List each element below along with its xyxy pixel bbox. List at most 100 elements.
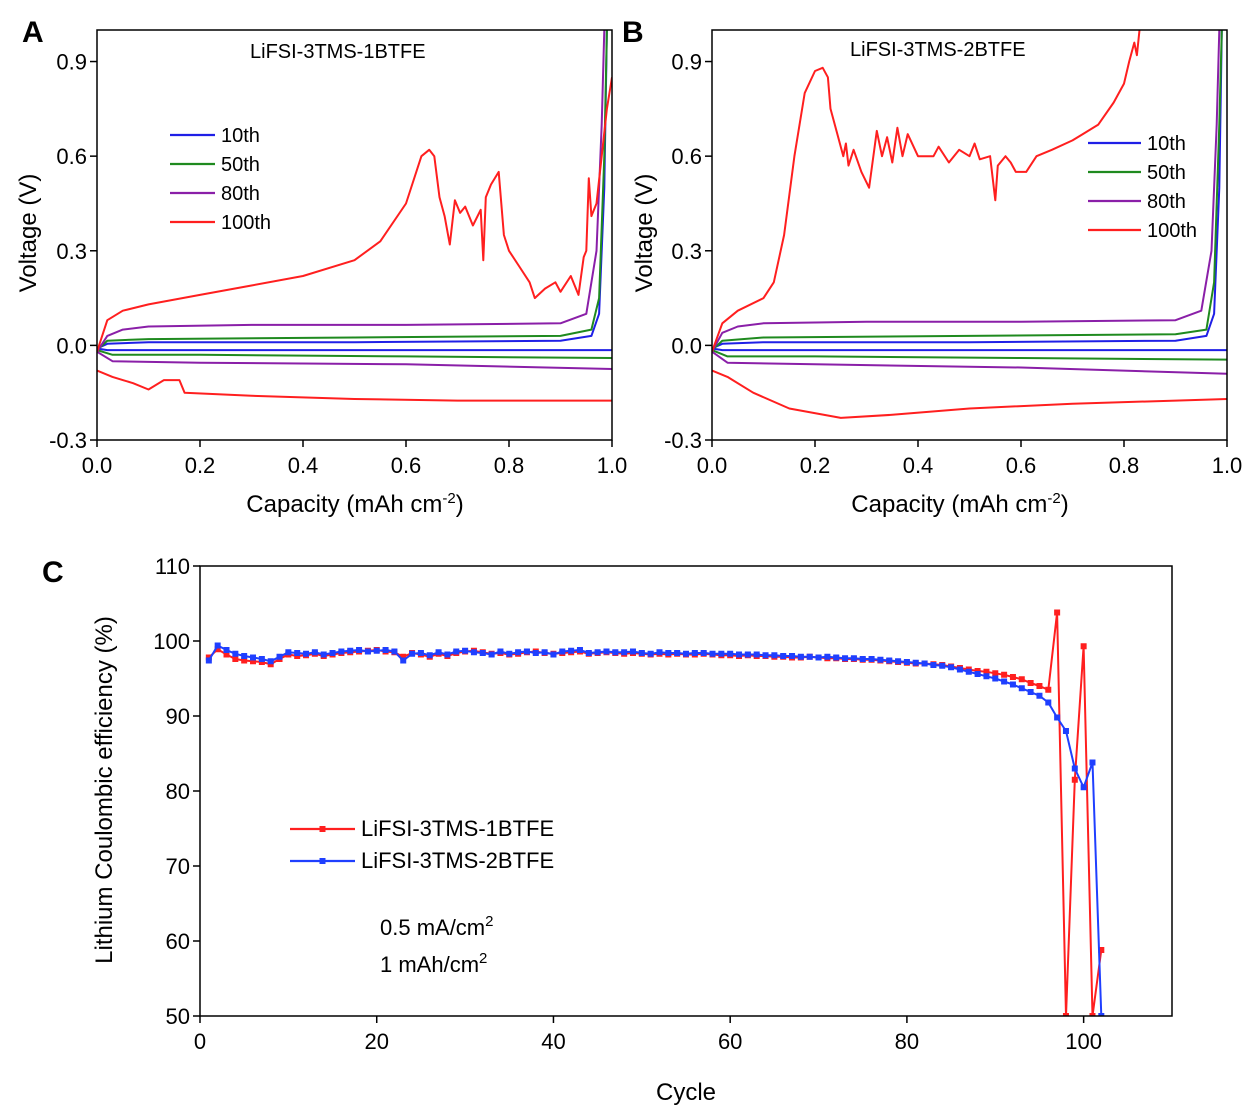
data-point-lifsi-3tms-2btfe (338, 648, 345, 655)
data-point-lifsi-3tms-1btfe (1018, 676, 1025, 683)
y-tick-label: 0.3 (671, 239, 702, 264)
data-point-lifsi-3tms-2btfe (470, 649, 477, 656)
data-point-lifsi-3tms-2btfe (550, 651, 557, 658)
data-point-lifsi-3tms-2btfe (426, 652, 433, 659)
data-point-lifsi-3tms-2btfe (364, 648, 371, 655)
data-point-lifsi-3tms-2btfe (1080, 784, 1087, 791)
data-point-lifsi-3tms-2btfe (497, 648, 504, 655)
legend-label: 50th (1147, 162, 1186, 184)
data-point-lifsi-3tms-2btfe (629, 648, 636, 655)
data-point-lifsi-3tms-2btfe (1045, 699, 1052, 706)
data-point-lifsi-3tms-2btfe (939, 662, 946, 669)
data-point-lifsi-3tms-2btfe (276, 653, 283, 660)
data-point-lifsi-3tms-2btfe (294, 650, 301, 656)
data-point-lifsi-3tms-2btfe (1089, 759, 1096, 766)
data-point-lifsi-3tms-2btfe (409, 650, 416, 657)
x-tick-label: 20 (364, 1029, 388, 1054)
series-line-10th-discharge (712, 347, 1227, 352)
data-point-lifsi-3tms-1btfe (1054, 609, 1061, 616)
data-point-lifsi-3tms-2btfe (1062, 728, 1069, 734)
series-group (712, 30, 1227, 419)
series-line-10th-discharge (97, 347, 612, 352)
y-tick-label: 70 (166, 854, 190, 879)
x-tick-label: 0 (194, 1029, 206, 1054)
data-point-lifsi-3tms-2btfe (311, 649, 318, 656)
data-point-lifsi-3tms-2btfe (806, 653, 813, 660)
panel-b: B LiFSI-3TMS-2BTFE 0.0 0.2 0.4 0.6 0.8 1.0 -0.… (622, 16, 1242, 518)
data-point-lifsi-3tms-2btfe (886, 657, 893, 664)
series-line-100th-discharge (97, 369, 612, 402)
y-tick-label: 0.6 (671, 144, 702, 169)
data-point-lifsi-3tms-2btfe (320, 651, 327, 658)
y-tick-label: -0.3 (49, 428, 87, 453)
y-tick-label: 0.6 (56, 144, 87, 169)
x-tick-label: 80 (895, 1029, 919, 1054)
plot-frame (96, 29, 613, 441)
data-point-lifsi-3tms-2btfe (780, 653, 787, 659)
annotation-current-density: 0.5 mA/cm2 (380, 913, 493, 940)
panel-b-xlabel: Capacity (mAh cm-2) (851, 490, 1068, 518)
y-tick-label: 0.0 (56, 333, 87, 358)
series-line-100th-charge (712, 30, 1141, 353)
x-tick-label: 1.0 (1212, 453, 1243, 478)
data-point-lifsi-3tms-2btfe (347, 647, 354, 654)
data-point-lifsi-3tms-2btfe (753, 651, 760, 658)
data-point-lifsi-3tms-2btfe (744, 651, 751, 658)
legend-label: 10th (1147, 133, 1186, 155)
data-point-lifsi-3tms-2btfe (576, 647, 583, 653)
data-point-lifsi-3tms-2btfe (1018, 685, 1025, 692)
data-point-lifsi-3tms-2btfe (532, 650, 539, 656)
data-point-lifsi-3tms-2btfe (842, 655, 849, 662)
data-point-lifsi-3tms-2btfe (683, 650, 689, 657)
data-point-lifsi-3tms-2btfe (797, 653, 804, 660)
data-point-lifsi-3tms-2btfe (656, 649, 663, 656)
panel-a-title: LiFSI-3TMS-1BTFE (250, 41, 426, 63)
data-point-lifsi-3tms-2btfe (400, 657, 407, 664)
data-point-lifsi-3tms-2btfe (462, 647, 469, 654)
data-point-lifsi-3tms-2btfe (948, 664, 955, 671)
y-tick-label: 90 (166, 704, 190, 729)
y-tick-label: 0.9 (56, 50, 87, 75)
data-point-lifsi-3tms-2btfe (303, 650, 310, 657)
data-point-lifsi-3tms-2btfe (382, 647, 389, 653)
data-point-lifsi-3tms-1btfe (250, 658, 257, 665)
data-point-lifsi-3tms-1btfe (1045, 686, 1052, 693)
data-point-lifsi-3tms-2btfe (1009, 681, 1016, 688)
data-point-lifsi-3tms-2btfe (603, 648, 610, 655)
data-point-lifsi-3tms-2btfe (709, 650, 716, 657)
data-point-lifsi-3tms-2btfe (258, 656, 265, 662)
data-point-lifsi-3tms-2btfe (250, 654, 257, 661)
data-point-lifsi-3tms-1btfe (400, 653, 407, 660)
data-point-lifsi-3tms-2btfe (453, 648, 460, 655)
data-point-lifsi-3tms-2btfe (877, 656, 884, 663)
panel-b-label: B (622, 16, 644, 49)
x-tick-label: 0.4 (288, 453, 319, 478)
data-point-lifsi-3tms-2btfe (638, 650, 645, 656)
data-point-lifsi-3tms-2btfe (912, 659, 919, 666)
x-tick-label: 0.6 (1006, 453, 1037, 478)
data-point-lifsi-3tms-2btfe (1027, 689, 1034, 695)
y-tick-label: 0.3 (56, 239, 87, 264)
data-point-lifsi-3tms-2btfe (771, 652, 778, 659)
legend-marker (319, 826, 326, 832)
data-point-lifsi-3tms-2btfe (391, 648, 398, 655)
data-point-lifsi-3tms-1btfe (1098, 947, 1105, 953)
data-point-lifsi-3tms-2btfe (559, 648, 566, 655)
legend-label: 80th (221, 183, 260, 205)
data-point-lifsi-3tms-2btfe (824, 653, 831, 660)
data-point-lifsi-3tms-2btfe (479, 650, 486, 656)
data-point-lifsi-3tms-2btfe (974, 671, 981, 677)
data-point-lifsi-3tms-2btfe (568, 647, 575, 654)
y-tick-label: 60 (166, 929, 190, 954)
data-point-lifsi-3tms-2btfe (594, 649, 601, 656)
data-point-lifsi-3tms-2btfe (1001, 678, 1008, 685)
plot-frame (199, 565, 1173, 1017)
data-point-lifsi-3tms-2btfe (488, 651, 495, 658)
data-point-lifsi-3tms-2btfe (1036, 692, 1043, 699)
x-tick-label: 0.8 (1109, 453, 1140, 478)
y-tick-label: 50 (166, 1004, 190, 1029)
data-point-lifsi-3tms-2btfe (992, 675, 999, 682)
series-line-50th-discharge (712, 349, 1227, 361)
data-point-lifsi-3tms-2btfe (930, 662, 937, 668)
data-point-lifsi-3tms-2btfe (965, 668, 972, 675)
